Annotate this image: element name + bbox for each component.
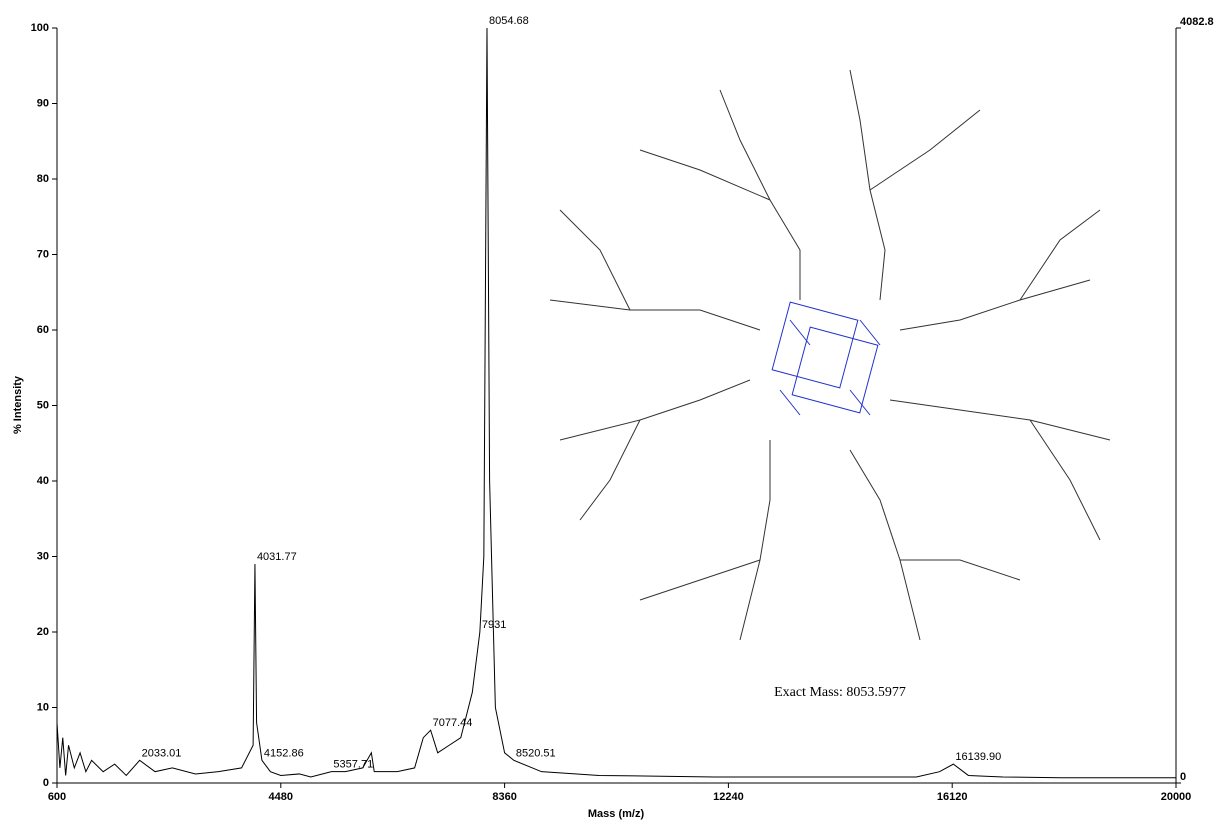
y-tick-label: 10 xyxy=(37,701,49,713)
peak-label: 16139.90 xyxy=(955,751,1001,763)
y2-tick-label: 0 xyxy=(1180,771,1186,783)
y-tick-label: 0 xyxy=(43,777,49,789)
x-tick-label: 20000 xyxy=(1161,791,1192,803)
peak-label: 4031.77 xyxy=(257,551,297,563)
x-tick-label: 16120 xyxy=(937,791,968,803)
x-tick-label: 600 xyxy=(48,791,66,803)
spectrum-line xyxy=(56,27,1176,779)
x-tick-label: 4480 xyxy=(269,791,293,803)
x-tick-label: 12240 xyxy=(713,791,744,803)
peak-label: 2033.01 xyxy=(142,747,182,759)
axis-frame xyxy=(56,28,1177,784)
y-axis-label: % Intensity xyxy=(12,375,24,434)
peak-label: 7077.44 xyxy=(433,717,473,729)
y-tick-label: 80 xyxy=(37,173,49,185)
y-tick-label: 30 xyxy=(37,550,49,562)
peak-label: 5357.71 xyxy=(333,759,373,771)
y-tick-label: 50 xyxy=(37,399,49,411)
structure-caption: Exact Mass: 8053.5977 xyxy=(774,685,906,700)
y-tick-label: 100 xyxy=(31,22,49,34)
y-tick-label: 20 xyxy=(37,626,49,638)
y-tick-label: 60 xyxy=(37,324,49,336)
molecule-structure xyxy=(549,69,1111,641)
peak-label: 8054.68 xyxy=(489,15,529,27)
x-tick-label: 8360 xyxy=(492,791,516,803)
x-axis-label: Mass (m/z) xyxy=(588,808,645,820)
y2-tick-label: 4082.8 xyxy=(1180,16,1214,28)
y-tick-label: 90 xyxy=(37,97,49,109)
peak-label: 8520.51 xyxy=(516,747,556,759)
peak-label: 7931 xyxy=(482,619,506,631)
y-tick-label: 40 xyxy=(37,475,49,487)
y-tick-label: 70 xyxy=(37,248,49,260)
peak-label: 4152.86 xyxy=(264,747,304,759)
